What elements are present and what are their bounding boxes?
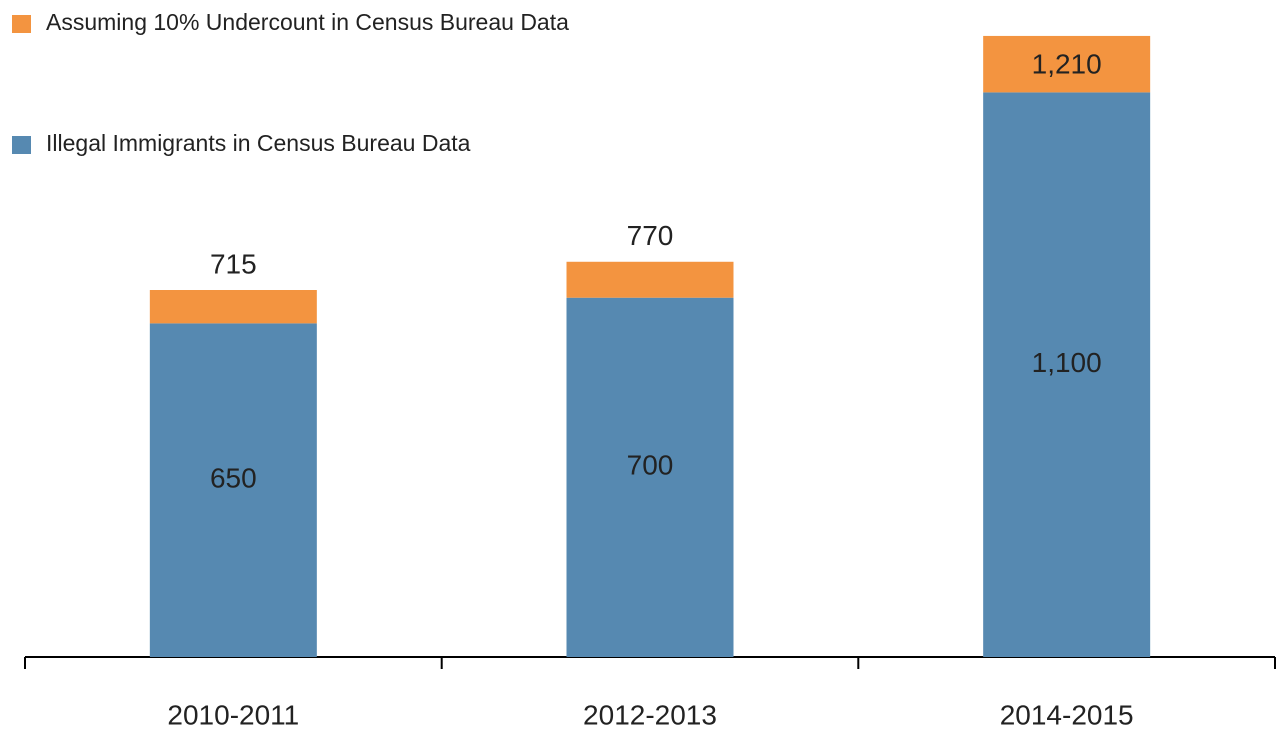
value-label: 650 — [210, 463, 257, 494]
bar-segment — [149, 323, 317, 657]
x-tick-label: 2010-2011 — [167, 699, 299, 730]
bar-segment — [983, 35, 1151, 93]
total-label: 770 — [627, 220, 674, 251]
bar-segment — [983, 92, 1151, 657]
legend-swatch — [12, 136, 31, 154]
x-tick-label: 2014-2015 — [1000, 699, 1134, 730]
bar-segment — [566, 297, 734, 657]
bar-segment — [149, 290, 317, 324]
x-tick-label: 2012-2013 — [583, 699, 717, 730]
total-label: 715 — [210, 248, 257, 279]
bar-segment — [566, 261, 734, 298]
total-label: 1,210 — [1032, 49, 1102, 80]
legend-label: Illegal Immigrants in Census Bureau Data — [46, 130, 471, 156]
value-label: 1,100 — [1032, 347, 1102, 378]
value-label: 700 — [627, 450, 674, 481]
legend-label: Assuming 10% Undercount in Census Bureau… — [46, 9, 569, 35]
legend-swatch — [12, 15, 31, 33]
